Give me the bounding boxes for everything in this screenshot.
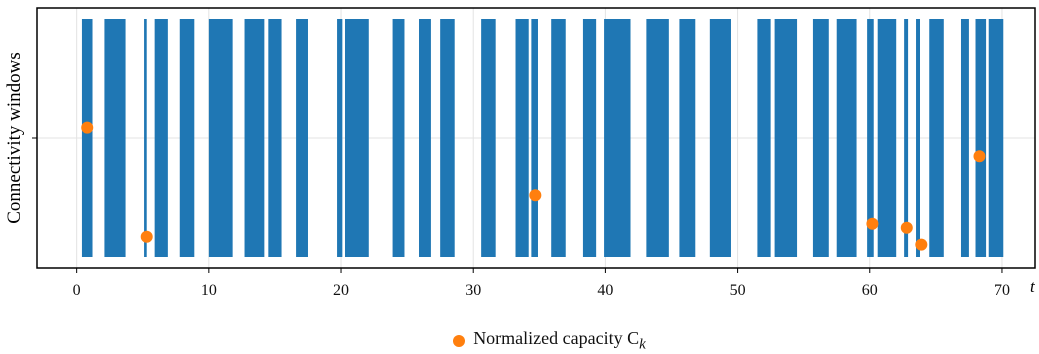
window-bar bbox=[419, 19, 431, 257]
legend-label: Normalized capacity Ck bbox=[473, 328, 646, 353]
capacity-point bbox=[529, 189, 542, 202]
window-bar bbox=[296, 19, 308, 257]
window-bar bbox=[679, 19, 696, 257]
window-bar bbox=[646, 19, 669, 257]
window-bar bbox=[154, 19, 168, 257]
window-bar bbox=[179, 19, 195, 257]
window-bar bbox=[481, 19, 496, 257]
window-bar bbox=[904, 19, 909, 257]
capacity-points bbox=[81, 121, 986, 251]
capacity-point bbox=[900, 221, 913, 234]
capacity-point bbox=[973, 150, 986, 163]
window-bar bbox=[960, 19, 969, 257]
window-bar bbox=[392, 19, 405, 257]
window-bar bbox=[757, 19, 771, 257]
x-tick-label: 10 bbox=[201, 282, 217, 299]
window-bar bbox=[929, 19, 944, 257]
capacity-point bbox=[81, 121, 94, 134]
x-tick-label: 20 bbox=[333, 282, 349, 299]
legend: Normalized capacity Ck bbox=[0, 328, 1039, 354]
window-bar bbox=[867, 19, 874, 257]
window-bar bbox=[877, 19, 897, 257]
window-bar bbox=[268, 19, 282, 257]
capacity-point bbox=[866, 217, 879, 230]
x-tick-label: 30 bbox=[465, 282, 481, 299]
window-bar bbox=[144, 19, 147, 257]
window-bar bbox=[812, 19, 829, 257]
window-bar bbox=[604, 19, 631, 257]
x-ticks: 0 10 20 30 40 50 60 70 bbox=[73, 268, 1010, 299]
window-bar bbox=[774, 19, 798, 257]
x-tick-label: 40 bbox=[597, 282, 613, 299]
x-tick-label: 50 bbox=[730, 282, 746, 299]
x-tick-label: 0 bbox=[73, 282, 81, 299]
window-bar bbox=[440, 19, 455, 257]
window-bar bbox=[988, 19, 1004, 257]
window-bar bbox=[836, 19, 857, 257]
window-bar bbox=[582, 19, 597, 257]
window-bar bbox=[244, 19, 265, 257]
capacity-point bbox=[140, 230, 153, 243]
y-axis-label: Connectivity windows bbox=[4, 52, 25, 224]
x-axis-label: t bbox=[1030, 277, 1036, 296]
window-bar bbox=[531, 19, 538, 257]
connectivity-windows bbox=[81, 19, 1004, 257]
window-bar bbox=[551, 19, 566, 257]
legend-marker-icon bbox=[453, 334, 466, 347]
x-tick-label: 70 bbox=[994, 282, 1010, 299]
capacity-point bbox=[915, 238, 928, 251]
window-bar bbox=[208, 19, 233, 257]
window-bar bbox=[344, 19, 369, 257]
window-bar bbox=[81, 19, 93, 257]
window-bar bbox=[515, 19, 529, 257]
window-bar bbox=[104, 19, 126, 257]
x-tick-label: 60 bbox=[862, 282, 878, 299]
window-bar bbox=[916, 19, 920, 257]
window-bar bbox=[709, 19, 731, 257]
window-bar bbox=[975, 19, 987, 257]
window-bar bbox=[337, 19, 343, 257]
